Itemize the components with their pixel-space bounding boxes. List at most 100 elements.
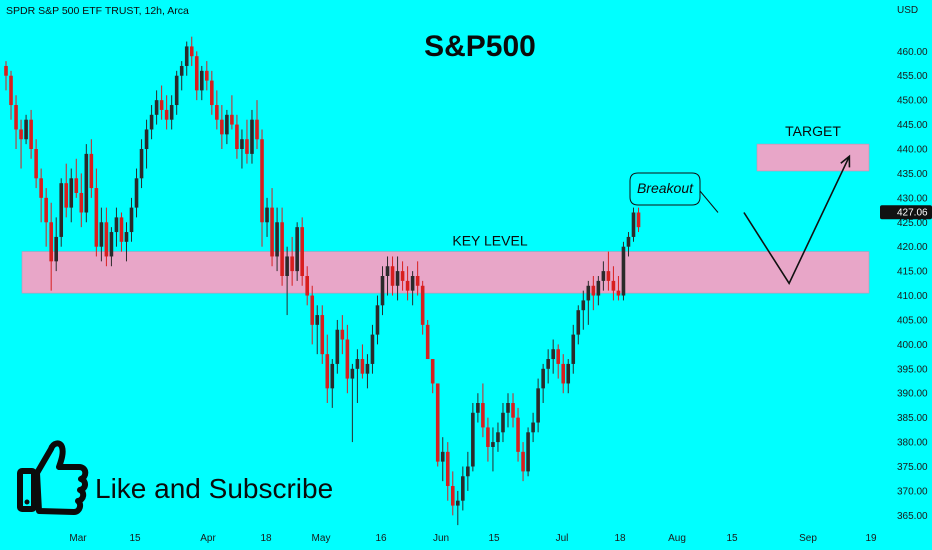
candle	[440, 437, 445, 482]
candle	[370, 324, 375, 374]
x-tick-label: Aug	[668, 533, 686, 544]
x-tick-label: 18	[614, 533, 626, 544]
candle	[430, 359, 435, 394]
zone-key-level	[21, 251, 870, 294]
candle-body	[215, 105, 219, 120]
candle-body	[300, 227, 304, 276]
candle	[54, 217, 58, 272]
y-tick-label: 445.00	[897, 120, 928, 131]
candle-body	[149, 114, 154, 130]
candle	[305, 266, 309, 306]
candle	[375, 295, 380, 345]
candle-body	[179, 65, 184, 76]
candle	[511, 393, 515, 428]
chart-annotations: KEY LEVEL TARGET Breakout	[452, 123, 841, 248]
candle-body	[586, 285, 591, 301]
candle-body	[74, 178, 79, 193]
candle-body	[481, 403, 485, 428]
candles-layer	[4, 36, 641, 526]
candle-body	[270, 207, 274, 257]
y-tick-label: 420.00	[897, 242, 928, 253]
candle	[591, 276, 596, 311]
candle-body	[571, 334, 576, 364]
candle	[29, 109, 33, 159]
candle	[315, 305, 320, 355]
x-tick-label: Apr	[200, 533, 216, 544]
candle	[24, 114, 28, 145]
candle	[385, 256, 390, 296]
candle-body	[456, 500, 460, 506]
candle-body	[280, 222, 284, 276]
candle	[561, 354, 566, 394]
candle	[410, 271, 415, 306]
candle	[596, 276, 601, 306]
zones-layer	[21, 143, 870, 294]
candle-body	[591, 285, 596, 296]
candle-body	[199, 70, 204, 91]
candle-body	[49, 222, 53, 262]
candle-body	[340, 329, 345, 340]
candle-body	[561, 363, 566, 384]
candle-body	[315, 315, 320, 325]
candle-body	[320, 315, 325, 355]
symbol-info[interactable]: SPDR S&P 500 ETF TRUST, 12h, Arca	[6, 5, 189, 17]
candle-body	[19, 129, 23, 140]
candle-body	[410, 276, 415, 291]
y-tick-label: 390.00	[897, 389, 928, 400]
candle	[34, 139, 38, 189]
candle-body	[350, 368, 355, 379]
candle-body	[420, 285, 425, 325]
candle	[611, 266, 616, 301]
candle	[626, 232, 631, 257]
candle-body	[255, 119, 259, 140]
candle	[425, 319, 430, 360]
candle	[129, 197, 134, 242]
time-axis[interactable]: Mar 15 Apr 18 May 16 Jun 15 Jul 18 Aug 15 Sep 19	[69, 533, 877, 544]
candle	[285, 246, 289, 316]
candle	[395, 256, 400, 301]
y-tick-label: 440.00	[897, 145, 928, 156]
candle	[526, 427, 530, 477]
candle	[581, 290, 586, 330]
candle	[184, 41, 189, 76]
candle-body	[521, 451, 525, 472]
candle-body	[194, 56, 199, 91]
candle	[290, 236, 294, 286]
candle	[481, 383, 485, 438]
candle	[556, 344, 560, 379]
candle-body	[365, 363, 370, 374]
candle-body	[235, 124, 239, 149]
candle	[154, 90, 159, 125]
candle	[541, 363, 545, 403]
candle	[220, 105, 224, 149]
candle-body	[205, 70, 209, 81]
candle	[134, 168, 139, 218]
y-tick-label: 375.00	[897, 462, 928, 473]
candle-body	[551, 349, 555, 360]
candle-body	[59, 183, 64, 237]
candle	[215, 90, 219, 130]
candle	[621, 241, 626, 301]
candle-body	[400, 271, 405, 281]
candle	[571, 324, 576, 374]
breakout-callout	[629, 172, 701, 206]
candle	[49, 202, 53, 291]
candle	[164, 95, 169, 130]
y-tick-label: 385.00	[897, 413, 928, 424]
candle	[240, 129, 244, 169]
candle	[310, 285, 315, 345]
price-axis[interactable]: 365.00 370.00 375.00 380.00 385.00 390.00 395.…	[880, 5, 932, 522]
candle	[89, 139, 94, 198]
candle	[225, 109, 229, 145]
candle	[456, 490, 460, 526]
candle-body	[606, 271, 611, 281]
candle	[506, 393, 510, 428]
y-tick-label: 435.00	[897, 169, 928, 180]
candle	[79, 173, 84, 228]
candle-body	[9, 75, 13, 106]
candle-body	[240, 139, 244, 149]
projection-layer	[743, 154, 851, 285]
x-tick-label: Jul	[556, 533, 569, 544]
zone-target	[756, 143, 870, 172]
